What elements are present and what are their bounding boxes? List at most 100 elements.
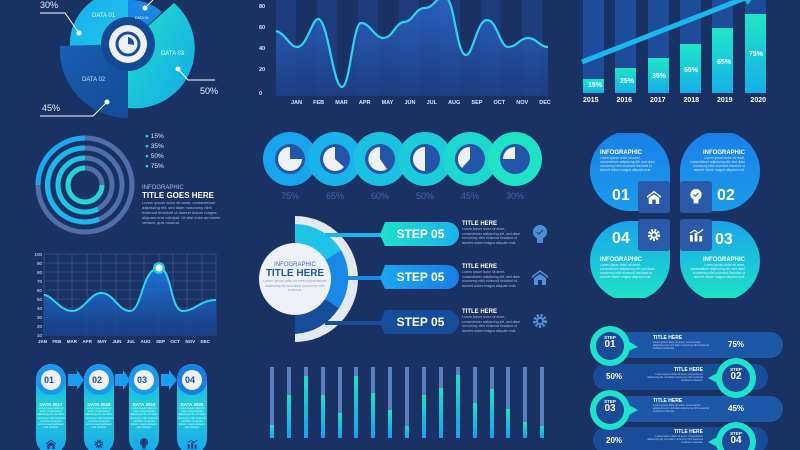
legend-item: ● 50% (145, 153, 164, 160)
clover-body: Lorem ipsum dolor sit amet, consectetuer… (600, 263, 655, 279)
radial-legend: ● 15% ● 35% ● 50% ● 75% (145, 132, 164, 172)
gear-icon (533, 314, 547, 328)
pie-label: 45% (461, 191, 480, 201)
clover-text-04: INFOGRAPHIC Lorem ipsum dolor sit amet, … (600, 257, 655, 279)
step-word: STEP (604, 335, 616, 340)
donut-value-data02: 45% (42, 103, 61, 113)
step-title: TITLE HERE (462, 264, 498, 270)
clover-title: INFOGRAPHIC (600, 150, 642, 156)
y-tick: 70 (36, 279, 42, 284)
center-steps: INFOGRAPHIC TITLE HERE Lorem ipsum dolor… (255, 212, 555, 347)
y-tick: 60 (36, 288, 42, 293)
pie-label: 75% (281, 191, 300, 201)
clover-infographic: 01 02 03 04 INFOGRAPHIC Lorem ipsum dolo… (590, 133, 760, 298)
vertical-bars (255, 355, 555, 450)
bar-value: 75% (749, 51, 764, 58)
center-body: Lorem ipsum dolor sit amet consectetuer … (263, 279, 327, 292)
step-row-title: TITLE HERE (653, 335, 683, 341)
x-tick: SEP (471, 100, 483, 106)
radial-rings-svg (35, 135, 135, 235)
y-tick: 100 (34, 252, 42, 257)
x-tick: 2018 (683, 97, 700, 104)
step-badge-03: STEP 03 (598, 399, 622, 414)
clover-num-02: 02 (717, 187, 735, 204)
x-tick: JUN (404, 100, 416, 106)
pie-label: 30% (506, 191, 525, 201)
vertical-bars-svg (270, 367, 544, 438)
step-num: 01 (604, 339, 616, 350)
donut-label-data01: DATA 01 (92, 13, 116, 19)
step-text-2: TITLE HERE Lorem ipsum dolor sit amet, c… (462, 264, 526, 288)
timeline-body: Lorem ipsum dolor sit amet, consectetuer… (178, 407, 206, 430)
x-tick: JUL (426, 100, 437, 106)
step-word: STEP (730, 431, 742, 436)
pie-label: 65% (326, 191, 345, 201)
timeline: 01 02 03 04 DATA 2017 Lorem ipsum dolor … (35, 362, 215, 450)
x-tick: DEC (539, 100, 551, 106)
timeline-num-01: 01 (44, 375, 55, 385)
timeline-body: Lorem ipsum dolor sit amet, consectetuer… (85, 407, 113, 430)
clover-text-01: INFOGRAPHIC Lorem ipsum dolor sit amet, … (600, 150, 655, 172)
area-chart: 80 60 40 20 0 JAN FEB MAR APR MAY JUN JU… (255, 0, 555, 115)
radial-text-block: INFOGRAPHIC TITLE GOES HERE Lorem ipsum … (142, 185, 222, 225)
clover-num-03: 03 (715, 231, 733, 248)
x-tick: DEC (200, 339, 210, 344)
legend-item: ● 35% (145, 143, 164, 150)
step-text-3: TITLE HERE Lorem ipsum dolor sit amet, c… (462, 309, 526, 333)
x-tick: 2019 (716, 97, 733, 104)
chart-icon (187, 439, 198, 449)
y-tick: 0 (259, 91, 263, 97)
step-row-body: Lorem ipsum dolor sit amet, consectetuer… (647, 373, 703, 383)
step-row-title: TITLE HERE (673, 429, 703, 435)
clover-title: INFOGRAPHIC (600, 257, 642, 263)
step-button-3[interactable]: STEP 05 (396, 315, 445, 329)
step-row-title: TITLE HERE (673, 367, 703, 373)
step-row-body: Lorem ipsum dolor sit amet, consectetuer… (653, 404, 709, 414)
step-button-2[interactable]: STEP 05 (396, 270, 445, 284)
x-tick: 2016 (616, 97, 633, 104)
mini-pies-svg (263, 132, 542, 186)
x-tick: FEB (313, 100, 325, 106)
step-row-value-02: 50% (606, 372, 623, 381)
x-tick: MAY (381, 100, 394, 106)
timeline-text-02: DATA 2018 Lorem ipsum dolor sit amet, co… (85, 402, 113, 433)
x-tick: APR (82, 339, 92, 344)
step-text-1: TITLE HERE Lorem ipsum dolor sit amet, c… (462, 221, 526, 245)
timeline-title: DATA 2020 (180, 402, 204, 407)
clover-num-01: 01 (612, 187, 630, 204)
step-body: Lorem ipsum dolor sit amet, consectetuer… (462, 270, 521, 288)
center-steps-svg (259, 216, 459, 342)
x-tick: APR (358, 100, 371, 106)
area-chart-svg (275, 0, 549, 96)
donut-label-data03: DATA 03 (161, 51, 185, 57)
bar-chart-svg (581, 0, 766, 93)
donut-label-data04: DATA 04 (135, 16, 149, 20)
lightbulb-icon (139, 438, 149, 449)
gear-icon (94, 439, 104, 449)
x-tick: 2020 (750, 97, 766, 104)
step-row-text-04: TITLE HERE Lorem ipsum dolor sit amet, c… (645, 429, 703, 448)
donut-label-data02: DATA 02 (82, 77, 106, 83)
y-tick: 60 (259, 25, 266, 31)
step-list: STEP 01 STEP 02 STEP 03 STEP 04 TITLE HE… (588, 320, 800, 450)
step-row-body: Lorem ipsum dolor sit amet, consectetuer… (653, 341, 709, 351)
area-y-axis: 80 60 40 20 0 (259, 4, 273, 99)
x-tick: JAN (38, 339, 48, 344)
step-button-1[interactable]: STEP 05 (396, 227, 445, 241)
step-word: STEP (730, 367, 742, 372)
step-num: 04 (730, 435, 742, 446)
step-row-title: TITLE HERE (653, 398, 683, 404)
clover-body: Lorem ipsum dolor sit amet, consectetuer… (600, 156, 655, 172)
timeline-text-01: DATA 2017 Lorem ipsum dolor sit amet, co… (37, 402, 65, 433)
line-y-axis: 100 90 80 70 60 50 40 30 20 10 (31, 250, 42, 340)
y-tick: 40 (36, 306, 42, 311)
line-chart: 100 90 80 70 60 50 40 30 20 10 JAN FEB M… (0, 245, 230, 350)
step-row-text-02: TITLE HERE Lorem ipsum dolor sit amet, c… (645, 367, 703, 386)
step-badge-04: STEP 04 (724, 431, 748, 446)
y-tick: 40 (259, 46, 266, 52)
y-tick: 80 (259, 4, 266, 10)
step-title: TITLE HERE (462, 221, 498, 227)
bar-x-axis: 2015 2016 2017 2018 2019 2020 (583, 97, 766, 104)
bar-value: 15% (588, 82, 603, 89)
legend-item: ● 15% (145, 133, 164, 140)
